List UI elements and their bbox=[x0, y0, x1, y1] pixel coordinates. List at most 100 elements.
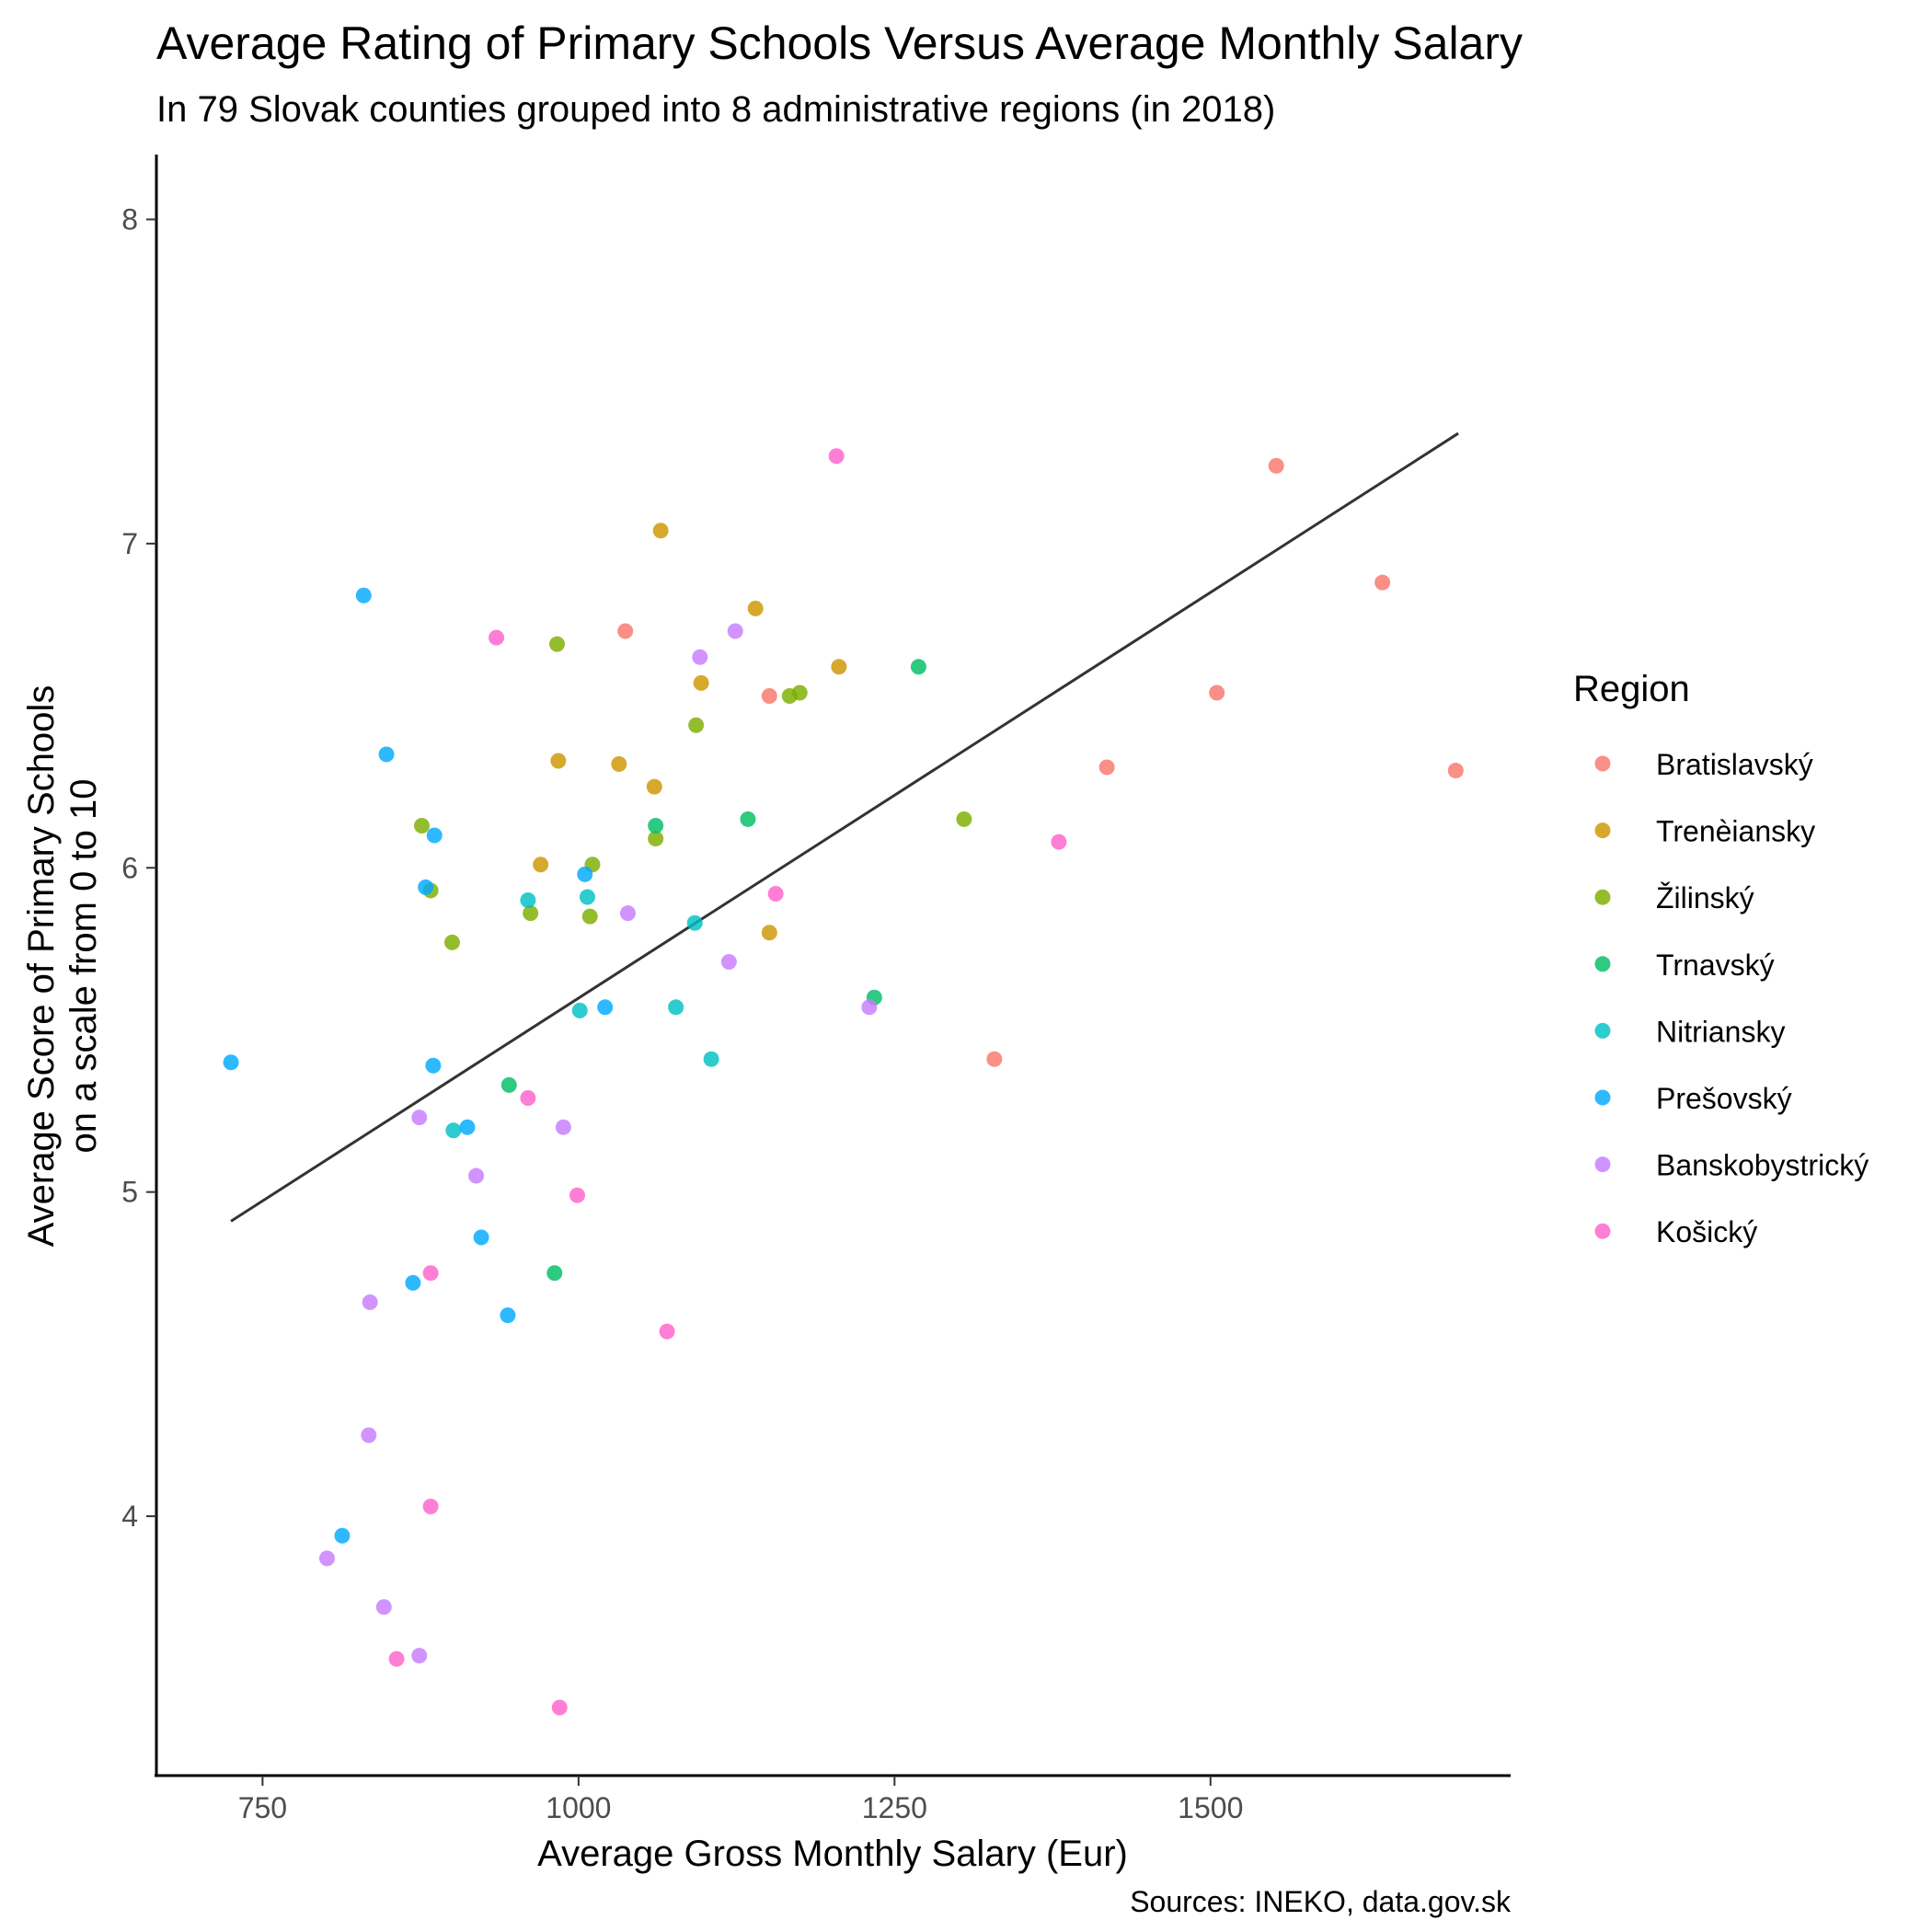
data-point bbox=[378, 746, 395, 763]
legend-key bbox=[1594, 1022, 1611, 1039]
data-point bbox=[418, 879, 434, 895]
trend-line bbox=[230, 431, 1459, 1223]
data-point bbox=[659, 1323, 675, 1340]
data-point bbox=[425, 1057, 442, 1074]
data-point bbox=[551, 1699, 568, 1716]
data-point bbox=[500, 1307, 516, 1324]
legend-label: Bratislavský bbox=[1656, 748, 1813, 781]
data-point bbox=[686, 914, 703, 931]
data-point bbox=[767, 885, 784, 902]
legend-key bbox=[1594, 1156, 1611, 1173]
data-point bbox=[910, 659, 926, 675]
chart-caption: Sources: INEKO, data.gov.sk bbox=[1130, 1885, 1512, 1918]
data-point bbox=[579, 889, 595, 905]
x-axis-ticks: 750 1000 1250 1500 bbox=[238, 1776, 1243, 1824]
data-point bbox=[1374, 574, 1391, 591]
y-axis-title: on a scale from 0 to 10 bbox=[63, 779, 104, 1154]
data-point bbox=[693, 674, 709, 691]
data-point bbox=[986, 1051, 1003, 1067]
legend: Region Bratislavský Trenèiansky Žilinský Tr… bbox=[1573, 669, 1869, 1248]
legend-label: Prešovský bbox=[1656, 1082, 1792, 1115]
data-point bbox=[648, 831, 664, 847]
x-axis-title: Average Gross Monthly Salary (Eur) bbox=[537, 1834, 1128, 1874]
data-point bbox=[581, 908, 598, 925]
data-point bbox=[831, 659, 847, 675]
data-point bbox=[362, 1294, 378, 1310]
data-point bbox=[611, 756, 627, 773]
data-point bbox=[334, 1527, 351, 1544]
data-point bbox=[1447, 763, 1464, 779]
data-point bbox=[443, 934, 460, 950]
data-point bbox=[688, 717, 705, 733]
y-tick-label: 8 bbox=[121, 202, 138, 236]
data-point bbox=[388, 1650, 405, 1667]
data-point bbox=[646, 778, 662, 795]
data-point bbox=[546, 1265, 563, 1282]
chart-title: Average Rating of Primary Schools Versus… bbox=[156, 17, 1523, 69]
y-axis-ticks: 4 5 6 7 8 bbox=[121, 202, 156, 1533]
y-axis-title: Average Score of Primary Schools bbox=[21, 685, 62, 1248]
data-point bbox=[571, 1002, 588, 1018]
x-tick-label: 750 bbox=[238, 1791, 287, 1824]
data-point bbox=[375, 1599, 392, 1616]
data-point bbox=[577, 866, 593, 882]
data-point bbox=[720, 953, 737, 970]
data-point bbox=[426, 827, 443, 844]
y-tick-label: 5 bbox=[121, 1176, 138, 1209]
data-point bbox=[597, 999, 614, 1016]
data-point bbox=[468, 1167, 485, 1184]
trend-layer bbox=[230, 431, 1459, 1223]
y-tick-label: 7 bbox=[121, 527, 138, 560]
data-point bbox=[652, 523, 669, 539]
x-tick-label: 1000 bbox=[546, 1791, 611, 1824]
data-point bbox=[523, 905, 539, 922]
data-point bbox=[956, 811, 972, 827]
y-tick-label: 4 bbox=[121, 1500, 138, 1533]
x-tick-label: 1500 bbox=[1178, 1791, 1243, 1824]
data-point bbox=[1051, 834, 1067, 850]
legend-key bbox=[1594, 1089, 1611, 1106]
data-point bbox=[550, 753, 567, 769]
data-point bbox=[619, 905, 636, 922]
data-point bbox=[223, 1054, 239, 1071]
data-point bbox=[761, 688, 777, 705]
data-point bbox=[473, 1229, 489, 1246]
data-point bbox=[355, 587, 372, 604]
data-point bbox=[692, 649, 708, 665]
data-point bbox=[1209, 684, 1225, 701]
legend-label: Nitriansky bbox=[1656, 1015, 1785, 1048]
legend-items: Bratislavský Trenèiansky Žilinský Trnavský N… bbox=[1594, 748, 1869, 1248]
data-point bbox=[533, 857, 549, 873]
points-layer bbox=[223, 448, 1464, 1716]
data-point bbox=[520, 892, 536, 909]
legend-label: Trenèiansky bbox=[1656, 815, 1815, 848]
x-tick-label: 1250 bbox=[862, 1791, 927, 1824]
y-axis-title-line-1: Average Score of Primary Schools bbox=[21, 685, 62, 1248]
data-point bbox=[1098, 759, 1115, 776]
data-point bbox=[761, 925, 777, 941]
data-point bbox=[555, 1119, 571, 1135]
data-point bbox=[1268, 457, 1284, 474]
y-tick-label: 6 bbox=[121, 851, 138, 884]
data-point bbox=[405, 1274, 421, 1291]
data-point bbox=[569, 1187, 585, 1203]
data-point bbox=[828, 448, 845, 465]
legend-key bbox=[1594, 822, 1611, 839]
data-point bbox=[617, 623, 634, 639]
chart-subtitle: In 79 Slovak counties grouped into 8 adm… bbox=[156, 89, 1275, 130]
data-point bbox=[414, 817, 431, 834]
data-point bbox=[861, 999, 878, 1016]
legend-label: Košický bbox=[1656, 1215, 1757, 1248]
data-point bbox=[549, 636, 566, 652]
data-point bbox=[791, 684, 808, 701]
plot-area bbox=[223, 431, 1464, 1716]
data-point bbox=[520, 1089, 536, 1106]
legend-label: Banskobystrický bbox=[1656, 1149, 1869, 1182]
data-point bbox=[740, 811, 756, 827]
legend-title: Region bbox=[1573, 669, 1690, 709]
legend-label: Trnavský bbox=[1656, 949, 1775, 982]
data-point bbox=[703, 1051, 719, 1067]
legend-key bbox=[1594, 889, 1611, 905]
data-point bbox=[727, 623, 743, 639]
